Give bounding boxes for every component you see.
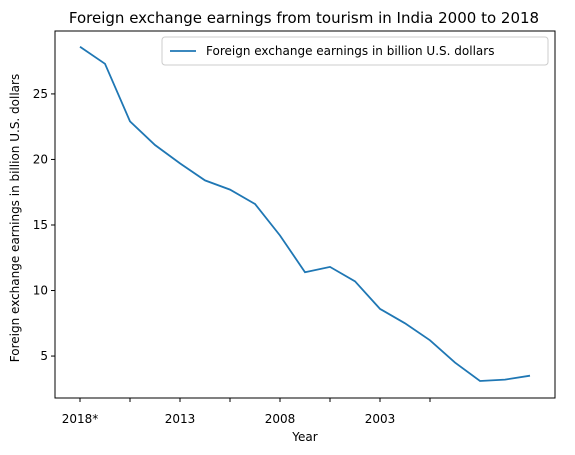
x-tick-label: 2003 xyxy=(365,412,396,426)
legend: Foreign exchange earnings in billion U.S… xyxy=(161,36,549,66)
y-tick-label: 10 xyxy=(33,284,48,298)
plot-frame xyxy=(54,30,556,399)
x-tick-label: 2018* xyxy=(62,412,99,426)
legend-label: Foreign exchange earnings in billion U.S… xyxy=(206,44,494,58)
plot-area xyxy=(54,30,556,399)
x-tick-label: 2013 xyxy=(165,412,196,426)
y-tick-label: 20 xyxy=(33,152,48,166)
x-tick-label: 2008 xyxy=(265,412,296,426)
y-tick-label: 5 xyxy=(40,349,48,363)
y-tick-label: 15 xyxy=(33,218,48,232)
x-axis: 2018* 2013 2008 2003 xyxy=(62,398,431,426)
y-tick-label: 25 xyxy=(33,87,48,101)
legend-box xyxy=(161,36,549,66)
y-axis-label: Foreign exchange earnings in billion U.S… xyxy=(8,74,22,362)
series-line xyxy=(79,45,531,382)
x-axis-label: Year xyxy=(291,430,317,444)
y-axis: 5 10 15 20 25 xyxy=(33,87,55,363)
chart-title: Foreign exchange earnings from tourism i… xyxy=(69,9,539,27)
